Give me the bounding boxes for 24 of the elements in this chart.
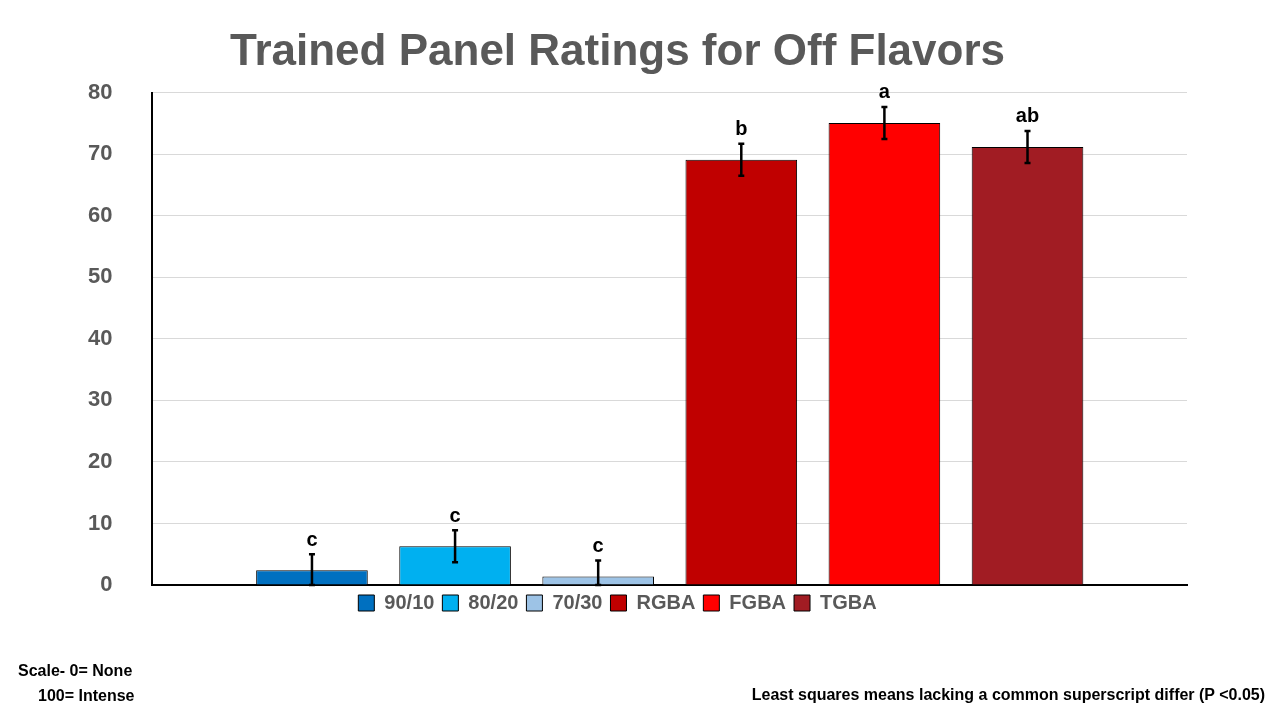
data-label: c [306, 527, 318, 550]
legend-label: FGBA [729, 590, 787, 613]
legend-label: TGBA [820, 590, 877, 613]
y-tick-label: 0 [100, 571, 113, 597]
data-label: b [735, 117, 748, 140]
y-tick-label: 80 [87, 78, 113, 104]
text: Scale- 0= None 100= Intense [18, 662, 135, 704]
y-tick-label: 50 [87, 263, 113, 289]
y-tick-label: 40 [87, 324, 113, 350]
chart-title: Trained Panel Ratings for Off Flavors [229, 24, 1006, 74]
y-tick-label: 70 [87, 140, 113, 166]
legend-label: 70/30 [552, 590, 603, 613]
data-label: c [449, 503, 461, 526]
y-tick-label: 30 [87, 386, 113, 412]
data-label: c [592, 533, 604, 556]
y-tick-label: 20 [87, 448, 113, 474]
y-tick-label: 10 [87, 509, 113, 535]
data-label: a [878, 80, 891, 103]
text: Least squares means lacking a common superscript differ (P <0.05) [751, 686, 1265, 703]
legend-label: RGBA [636, 590, 696, 613]
legend-label: 80/20 [468, 590, 519, 613]
legend-label: 90/10 [384, 590, 435, 613]
data-label: ab [1015, 104, 1040, 127]
y-tick-label: 60 [87, 201, 113, 227]
